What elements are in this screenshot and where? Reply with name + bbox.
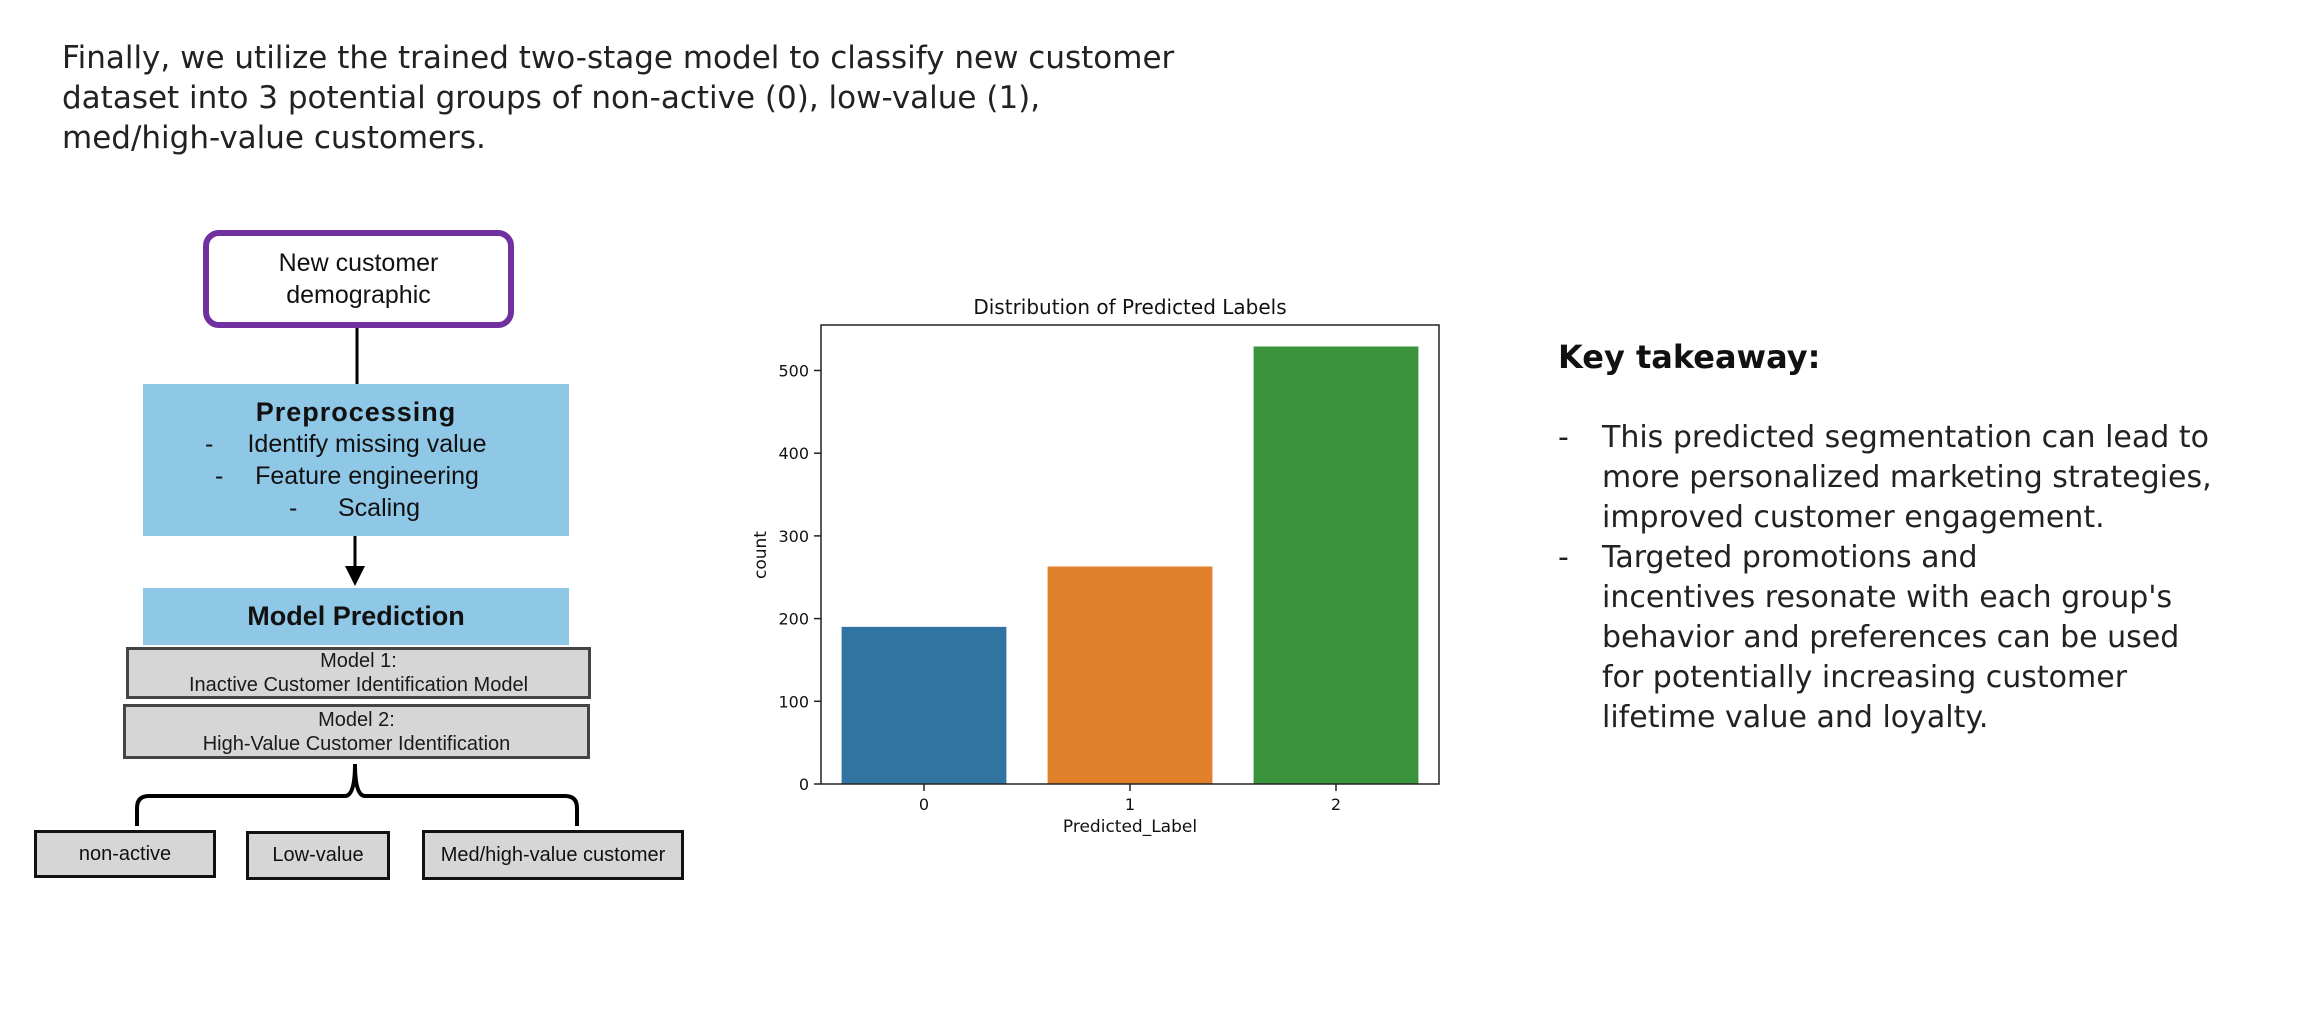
takeaway-line: incentives resonate with each group's	[1602, 580, 2173, 615]
plot-frame	[820, 324, 1440, 785]
bar-1	[1047, 566, 1213, 784]
output-label: Low-value	[272, 844, 364, 866]
step-bullet: -	[215, 462, 224, 490]
preprocessing-title: Preprocessing	[255, 397, 457, 427]
takeaway-line: more personalized marketing strategies,	[1602, 460, 2212, 495]
chart-title: Distribution of Predicted Labels	[973, 295, 1286, 319]
step-bullet: -	[205, 430, 214, 458]
takeaway-list: - This predicted segmentation can lead t…	[1558, 418, 2258, 738]
model-2-box: Model 2: High-Value Customer Identificat…	[123, 704, 590, 759]
y-tick-label: 300	[778, 527, 809, 546]
output-brace	[135, 763, 579, 826]
x-tick-label: 0	[919, 795, 929, 814]
takeaway-line: lifetime value and loyalty.	[1602, 700, 1989, 735]
model-2-name: High-Value Customer Identification	[202, 732, 511, 755]
step-label: Feature engineering	[255, 462, 479, 490]
y-tick-label: 100	[778, 692, 809, 711]
step-label: Identify missing value	[247, 430, 487, 458]
y-tick-label: 500	[778, 361, 809, 380]
bar-2	[1253, 346, 1419, 784]
x-tick-label: 2	[1331, 795, 1341, 814]
x-axis-label: Predicted_Label	[1063, 817, 1197, 837]
output-label: non-active	[78, 842, 172, 865]
arrowhead-down-icon	[345, 566, 365, 586]
preprocessing-step: - Feature engineering	[143, 460, 569, 492]
flowchart-connectors	[135, 328, 579, 826]
step-label: Scaling	[338, 494, 420, 522]
new-customer-box: New customer demographic	[203, 230, 514, 328]
model-1-name: Inactive Customer Identification Model	[188, 674, 529, 696]
takeaway-heading: Key takeaway:	[1558, 338, 1821, 376]
takeaway-line: improved customer engagement.	[1602, 500, 2105, 535]
step-bullet: -	[289, 494, 298, 522]
bar-0	[841, 626, 1007, 784]
x-tick-label: 1	[1125, 795, 1135, 814]
takeaway-line: Targeted promotions and	[1602, 540, 1978, 575]
model-1-box: Model 1: Inactive Customer Identificatio…	[126, 647, 591, 699]
preprocessing-step: - Identify missing value	[143, 428, 569, 460]
preprocessing-step: - Scaling	[143, 492, 569, 524]
takeaway-item: - Targeted promotions and incentives res…	[1558, 538, 2258, 738]
output-low-value: Low-value	[246, 831, 390, 880]
predicted-labels-bar-chart: Distribution of Predicted Labels 0 1 2 0 100…	[751, 295, 1440, 837]
y-axis-label: count	[751, 531, 771, 579]
start-line-1: New customer	[278, 249, 439, 277]
output-non-active: non-active	[34, 830, 216, 878]
model-prediction-box: Model Prediction	[143, 588, 569, 645]
intro-paragraph: Finally, we utilize the trained two-stag…	[62, 40, 1175, 156]
bullet-dash: -	[1558, 540, 1569, 575]
plot-area: 0 1 2 0 100 200 300 400 500	[778, 346, 1419, 814]
output-med-high-value: Med/high-value customer	[422, 830, 684, 880]
model-2-heading: Model 2:	[318, 708, 395, 731]
y-tick-label: 400	[778, 444, 809, 463]
takeaway-item: - This predicted segmentation can lead t…	[1558, 418, 2258, 538]
takeaway-line: for potentially increasing customer	[1602, 660, 2128, 695]
model-prediction-title: Model Prediction	[247, 601, 465, 631]
preprocessing-box: Preprocessing - Identify missing value -…	[143, 384, 569, 536]
takeaway-line: behavior and preferences can be used	[1602, 620, 2180, 655]
y-tick-label: 0	[799, 775, 809, 794]
output-label: Med/high-value customer	[440, 843, 666, 866]
takeaway-line: This predicted segmentation can lead to	[1602, 420, 2209, 455]
bullet-dash: -	[1558, 420, 1569, 455]
start-line-2: demographic	[286, 281, 431, 309]
model-1-heading: Model 1:	[320, 650, 397, 672]
y-tick-label: 200	[778, 610, 809, 629]
